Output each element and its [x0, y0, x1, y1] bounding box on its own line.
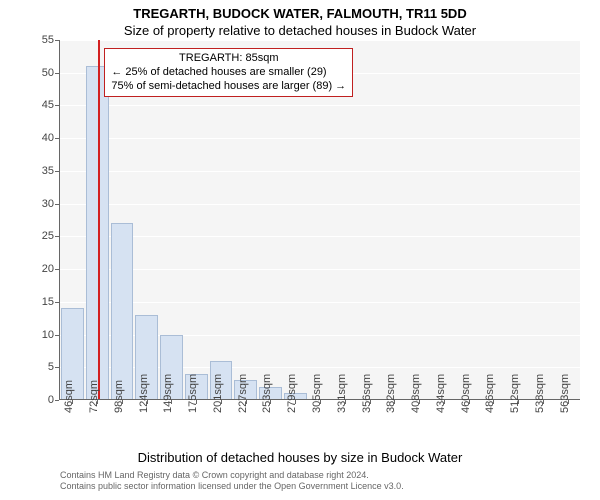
y-tick-mark	[55, 40, 59, 41]
gridline	[60, 40, 580, 41]
bar	[111, 223, 134, 400]
y-tick-label: 0	[6, 394, 54, 406]
y-tick-mark	[55, 138, 59, 139]
annotation-line-2: ← 25% of detached houses are smaller (29…	[111, 66, 346, 80]
annotation-box: TREGARTH: 85sqm← 25% of detached houses …	[104, 48, 353, 97]
y-tick-label: 15	[6, 296, 54, 308]
y-tick-label: 25	[6, 230, 54, 242]
marker-line	[98, 40, 100, 400]
footnote: Contains HM Land Registry data © Crown c…	[60, 470, 580, 492]
y-tick-mark	[55, 236, 59, 237]
y-tick-label: 55	[6, 34, 54, 46]
y-tick-mark	[55, 400, 59, 401]
gridline	[60, 105, 580, 106]
footnote-line-2: Contains public sector information licen…	[60, 481, 580, 492]
annotation-line-3: 75% of semi-detached houses are larger (…	[111, 80, 346, 94]
chart-container: TREGARTH, BUDOCK WATER, FALMOUTH, TR11 5…	[0, 0, 600, 500]
y-tick-mark	[55, 204, 59, 205]
gridline	[60, 171, 580, 172]
chart-title-main: TREGARTH, BUDOCK WATER, FALMOUTH, TR11 5…	[0, 6, 600, 21]
y-tick-mark	[55, 171, 59, 172]
footnote-line-1: Contains HM Land Registry data © Crown c…	[60, 470, 580, 481]
y-tick-label: 5	[6, 361, 54, 373]
y-tick-mark	[55, 73, 59, 74]
y-tick-mark	[55, 105, 59, 106]
y-tick-mark	[55, 269, 59, 270]
y-tick-mark	[55, 335, 59, 336]
gridline	[60, 302, 580, 303]
annotation-line-1: TREGARTH: 85sqm	[111, 52, 346, 66]
x-axis-title: Distribution of detached houses by size …	[0, 450, 600, 465]
bar	[86, 66, 109, 400]
y-tick-label: 10	[6, 329, 54, 341]
chart-title-sub: Size of property relative to detached ho…	[0, 23, 600, 38]
plot-area: TREGARTH: 85sqm← 25% of detached houses …	[60, 40, 580, 400]
gridline	[60, 204, 580, 205]
gridline	[60, 236, 580, 237]
gridline	[60, 138, 580, 139]
y-tick-mark	[55, 302, 59, 303]
y-tick-label: 20	[6, 263, 54, 275]
y-axis-line	[59, 40, 60, 400]
y-tick-label: 50	[6, 67, 54, 79]
y-tick-label: 45	[6, 99, 54, 111]
gridline	[60, 269, 580, 270]
y-tick-label: 30	[6, 198, 54, 210]
y-tick-label: 40	[6, 132, 54, 144]
y-tick-mark	[55, 367, 59, 368]
y-tick-label: 35	[6, 165, 54, 177]
